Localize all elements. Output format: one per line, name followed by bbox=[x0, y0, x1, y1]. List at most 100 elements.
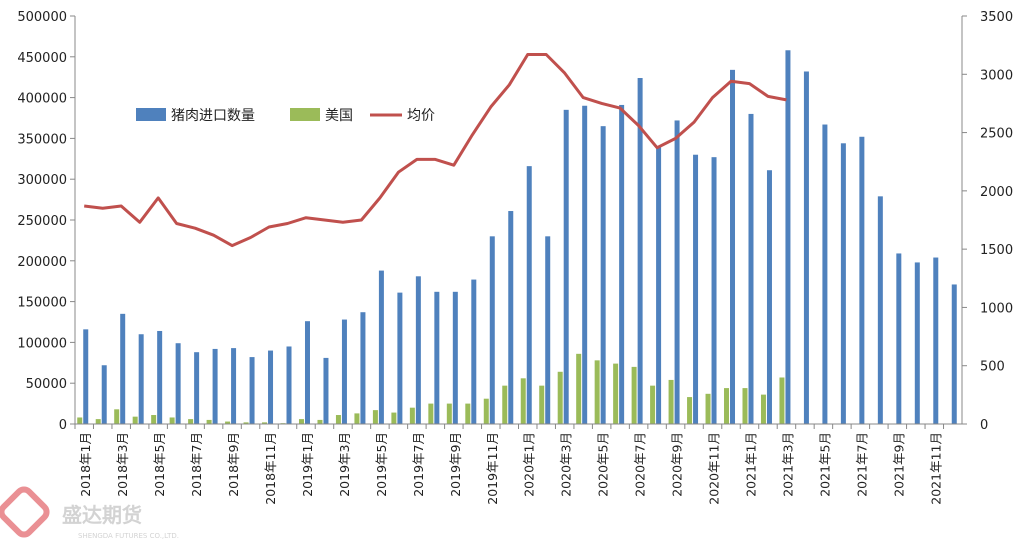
legend: 猪肉进口数量 美国 均价 bbox=[136, 108, 435, 124]
bar-import bbox=[101, 365, 107, 424]
left-axis: 0 50000 100000 150000 200000 250000 300000 3500… bbox=[17, 10, 76, 433]
bar-import bbox=[508, 211, 514, 424]
line-price bbox=[84, 53, 787, 248]
bar-usa bbox=[188, 419, 194, 424]
bar-import bbox=[452, 291, 458, 424]
x-tick-label: 2019年3月 bbox=[337, 432, 352, 497]
bar-import bbox=[914, 262, 920, 424]
right-tick-label: 2500 bbox=[980, 127, 1013, 142]
bar-import bbox=[711, 157, 717, 424]
x-tick-label: 2019年7月 bbox=[411, 432, 426, 497]
bar-import bbox=[415, 276, 421, 424]
bar-import bbox=[360, 312, 366, 424]
x-tick-label: 2021年5月 bbox=[817, 432, 832, 497]
bar-usa bbox=[613, 363, 619, 424]
bar-usa bbox=[557, 371, 563, 424]
logo-name: 盛达期货 bbox=[62, 503, 142, 527]
bar-import bbox=[138, 334, 144, 424]
right-tick-label: 1000 bbox=[980, 301, 1013, 316]
bar-usa bbox=[742, 388, 748, 424]
bar-usa bbox=[668, 379, 674, 424]
bar-import bbox=[563, 109, 569, 424]
bar-import bbox=[323, 357, 329, 424]
bar-import bbox=[766, 170, 772, 424]
bar-import bbox=[175, 343, 181, 424]
bar-usa bbox=[206, 419, 212, 424]
x-tick-label: 2021年9月 bbox=[891, 432, 906, 497]
bar-usa bbox=[724, 388, 730, 424]
bar-usa bbox=[760, 394, 766, 424]
x-tick-label: 2019年11月 bbox=[485, 432, 500, 505]
x-tick-label: 2020年5月 bbox=[596, 432, 611, 497]
x-tick-label: 2021年1月 bbox=[743, 432, 758, 497]
bar-usa bbox=[372, 410, 378, 424]
bar-import bbox=[693, 154, 699, 424]
left-tick-label: 200000 bbox=[17, 255, 67, 270]
bar-usa bbox=[151, 415, 157, 424]
bar-import bbox=[674, 120, 680, 424]
bar-import bbox=[822, 124, 828, 424]
bar-import bbox=[268, 350, 274, 424]
bar-import bbox=[341, 319, 347, 424]
bar-usa bbox=[502, 385, 508, 424]
left-tick-label: 400000 bbox=[17, 92, 67, 107]
x-tick-label: 2021年7月 bbox=[854, 432, 869, 497]
x-tick-label: 2018年11月 bbox=[263, 432, 278, 505]
bar-import bbox=[526, 166, 532, 425]
x-tick-label: 2020年9月 bbox=[670, 432, 685, 497]
x-axis: 2018年1月 2018年3月 2018年5月 2018年7月 2018年9月 2018年… bbox=[74, 423, 962, 505]
bar-import bbox=[637, 78, 643, 425]
bar-import bbox=[877, 196, 883, 424]
legend-label-price: 均价 bbox=[407, 108, 435, 124]
bar-usa bbox=[317, 419, 323, 424]
bar-import bbox=[600, 126, 606, 424]
right-tick-label: 3000 bbox=[980, 68, 1013, 83]
bar-import bbox=[194, 352, 200, 424]
left-tick-label: 500000 bbox=[17, 10, 67, 25]
bar-usa bbox=[77, 417, 83, 424]
bar-import bbox=[157, 330, 163, 424]
logo-s-stroke bbox=[12, 499, 36, 527]
bar-usa bbox=[298, 419, 304, 424]
bar-usa bbox=[169, 417, 175, 424]
bar-usa bbox=[539, 385, 545, 424]
bar-import bbox=[378, 270, 384, 424]
bar-import bbox=[656, 146, 662, 424]
bar-usa bbox=[225, 421, 231, 424]
bar-usa bbox=[114, 409, 120, 424]
bar-usa bbox=[483, 398, 489, 424]
bar-usa bbox=[132, 416, 138, 424]
x-tick-label: 2020年3月 bbox=[559, 432, 574, 497]
right-axis: 0 500 1000 1500 2000 2500 3000 3500 bbox=[961, 10, 1013, 433]
bar-usa bbox=[465, 403, 471, 424]
left-tick-label: 250000 bbox=[17, 214, 67, 229]
bar-usa bbox=[650, 385, 656, 424]
bar-import bbox=[619, 104, 625, 424]
bar-usa bbox=[409, 407, 415, 424]
x-tick-label: 2018年7月 bbox=[189, 432, 204, 497]
bar-import bbox=[489, 236, 495, 424]
bar-usa bbox=[687, 397, 693, 424]
bar-import bbox=[582, 105, 588, 424]
x-tick-label: 2019年5月 bbox=[374, 432, 389, 497]
bar-usa bbox=[262, 422, 268, 424]
bar-usa bbox=[576, 353, 582, 424]
bar-import bbox=[471, 279, 477, 424]
bar-import bbox=[83, 329, 89, 424]
left-tick-label: 0 bbox=[59, 418, 67, 433]
x-tick-label: 2018年3月 bbox=[115, 432, 130, 497]
bar-import bbox=[785, 50, 791, 424]
logo-mark bbox=[0, 486, 50, 538]
bar-usa bbox=[705, 393, 711, 424]
legend-label-import: 猪肉进口数量 bbox=[171, 108, 255, 124]
x-tick-label: 2018年1月 bbox=[78, 432, 93, 497]
bar-import bbox=[434, 291, 440, 424]
bar-import bbox=[840, 143, 846, 424]
bar-import bbox=[120, 313, 126, 424]
x-tick-label: 2021年3月 bbox=[780, 432, 795, 497]
logo-subtitle: SHENGDA FUTURES CO.,LTD. bbox=[78, 532, 179, 540]
bar-import bbox=[951, 284, 957, 424]
bar-import bbox=[249, 357, 255, 424]
x-tick-label: 2019年9月 bbox=[448, 432, 463, 497]
left-tick-label: 100000 bbox=[17, 336, 67, 351]
